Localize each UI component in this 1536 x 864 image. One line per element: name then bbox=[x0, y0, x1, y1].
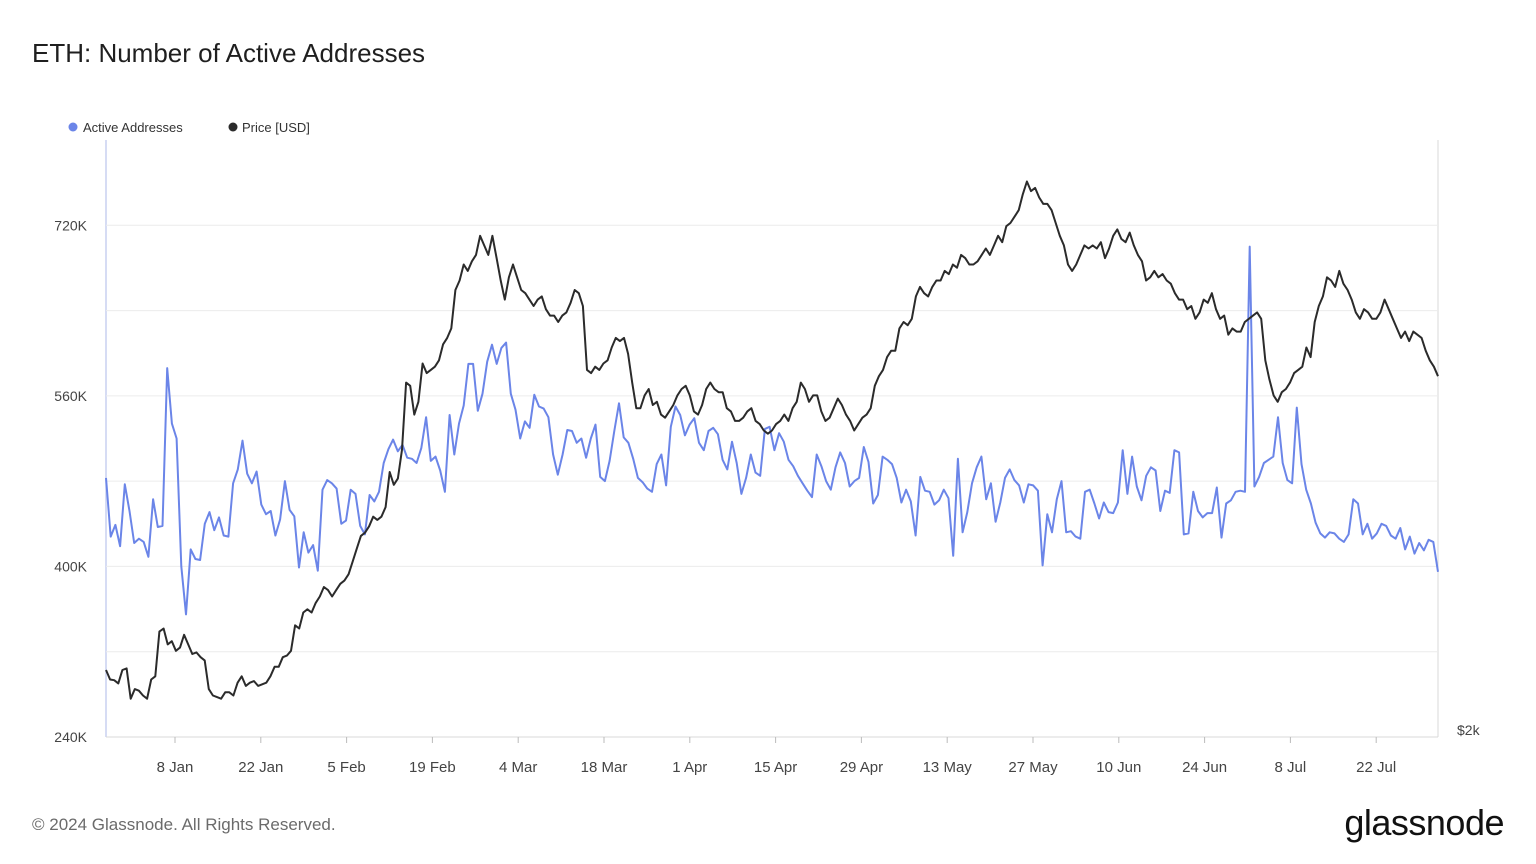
y-axis-ticks: 720K 560K 400K 240K bbox=[54, 217, 87, 745]
x-tick-label: 13 May bbox=[923, 759, 973, 776]
x-tick-label: 15 Apr bbox=[754, 759, 797, 776]
legend-marker-price bbox=[228, 122, 238, 132]
x-tick-label: 22 Jul bbox=[1356, 759, 1396, 776]
copyright-footer: © 2024 Glassnode. All Rights Reserved. bbox=[32, 815, 336, 834]
x-tick-label: 8 Jan bbox=[157, 759, 194, 776]
x-tick-label: 18 Mar bbox=[581, 759, 628, 776]
grid bbox=[106, 224, 1438, 653]
legend-label-active-addresses: Active Addresses bbox=[83, 120, 183, 135]
y-tick-label: 240K bbox=[54, 729, 87, 745]
glassnode-logo: glassnode bbox=[1344, 802, 1504, 843]
x-tick-label: 24 Jun bbox=[1182, 759, 1227, 776]
x-tick-label: 22 Jan bbox=[238, 759, 283, 776]
x-tick-label: 5 Feb bbox=[327, 759, 365, 776]
legend-label-price: Price [USD] bbox=[242, 120, 310, 135]
x-tick-label: 19 Feb bbox=[409, 759, 456, 776]
series-line-price bbox=[105, 180, 1439, 700]
x-tick-label: 1 Apr bbox=[672, 759, 707, 776]
legend: Active Addresses Price [USD] bbox=[68, 120, 310, 135]
x-axis-ticks: 8 Jan 22 Jan 5 Feb 19 Feb 4 Mar 18 Mar 1 Apr 15… bbox=[157, 737, 1396, 776]
y2-tick-label: $2k bbox=[1457, 722, 1481, 738]
legend-marker-active-addresses bbox=[68, 122, 78, 132]
y-tick-label: 720K bbox=[54, 217, 87, 233]
y-tick-label: 560K bbox=[54, 388, 87, 404]
x-tick-label: 29 Apr bbox=[840, 759, 883, 776]
x-tick-label: 27 May bbox=[1008, 759, 1058, 776]
x-tick-label: 10 Jun bbox=[1096, 759, 1141, 776]
x-tick-label: 4 Mar bbox=[499, 759, 537, 776]
x-tick-label: 8 Jul bbox=[1275, 759, 1307, 776]
chart-title: ETH: Number of Active Addresses bbox=[32, 38, 426, 68]
series-line-active-addresses bbox=[105, 245, 1439, 616]
y-tick-label: 400K bbox=[54, 558, 87, 574]
